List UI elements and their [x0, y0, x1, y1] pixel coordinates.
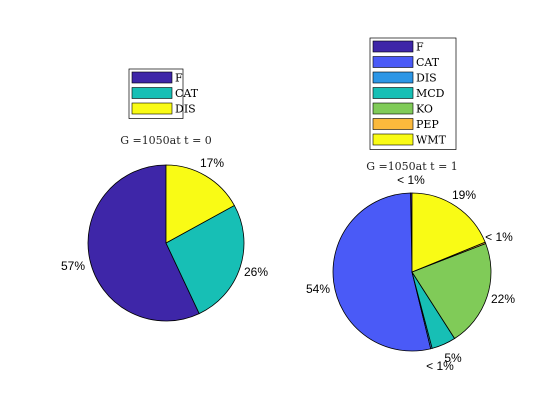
- legend-t1: F CAT DIS MCD KO PEP WMT: [369, 37, 457, 150]
- legend-swatch-f-t0: [131, 71, 173, 84]
- legend-t0: F CAT DIS: [128, 68, 199, 119]
- pie-title-t0: G =1050at t = 0: [120, 134, 212, 147]
- slice-label-f-t0: 57%: [61, 259, 85, 273]
- legend-label-dis-t1: DIS: [416, 72, 437, 85]
- pie-chart-t0: F CAT DIS G =1050at t = 0 57% 26% 17%: [61, 68, 268, 322]
- legend-swatch-f-t1: [372, 40, 414, 53]
- slice-label-cat-t1: 54%: [306, 282, 330, 296]
- legend-label-wmt-t1: WMT: [416, 134, 447, 147]
- pie-slice-wmt-t1: [411, 192, 486, 273]
- legend-label-pep-t1: PEP: [416, 118, 439, 131]
- legend-swatch-wmt-t1: [372, 133, 414, 146]
- legend-swatch-ko-t1: [372, 102, 414, 115]
- slices-t0: [87, 164, 245, 322]
- legend-label-ko-t1: KO: [416, 103, 433, 116]
- legend-swatch-mcd-t1: [372, 87, 414, 99]
- legend-label-mcd-t1: MCD: [416, 87, 445, 100]
- legend-label-f-t1: F: [416, 41, 424, 54]
- slice-label-dis-t1: < 1%: [426, 359, 454, 373]
- pie-title-t1: G =1050at t = 1: [366, 160, 458, 173]
- legend-swatch-dis-t0: [131, 102, 173, 115]
- slice-labels-t1: < 1%54%< 1%5%22%< 1%19%: [306, 173, 515, 373]
- slices-t1: [332, 192, 492, 352]
- legend-label-f-t0: F: [175, 72, 183, 85]
- slice-label-wmt-t1: 19%: [452, 188, 476, 202]
- slice-labels-t0: 57% 26% 17%: [61, 156, 268, 279]
- pie-slice-cat-t1: [332, 192, 432, 352]
- pie-slice-f-t0: [87, 164, 200, 322]
- slice-label-dis-t0: 17%: [200, 156, 224, 170]
- pie-slice-ko-t1: [411, 242, 492, 340]
- legend-swatch-cat-t1: [372, 56, 414, 68]
- slice-label-ko-t1: 22%: [491, 292, 515, 306]
- legend-label-cat-t1: CAT: [416, 56, 440, 69]
- slice-label-mcd-t1: 5%: [444, 351, 462, 365]
- legend-swatch-pep-t1: [372, 118, 414, 130]
- legend-label-cat-t0: CAT: [175, 87, 199, 100]
- legend-swatch-cat-t0: [131, 87, 173, 99]
- pie-slice-dis-t0: [165, 164, 235, 244]
- legend-swatch-dis-t1: [372, 71, 414, 84]
- slice-label-pep-t1: < 1%: [485, 230, 513, 244]
- slice-label-f-t1: < 1%: [397, 173, 425, 187]
- legend-label-dis-t0: DIS: [175, 103, 196, 116]
- slice-label-cat-t0: 26%: [244, 265, 268, 279]
